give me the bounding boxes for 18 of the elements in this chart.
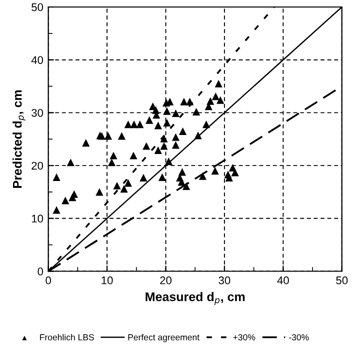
x-axis-title: Measured d$_{p}$, cm bbox=[146, 292, 245, 305]
x-tick-label: 50 bbox=[336, 276, 348, 284]
y-tick-label: 10 bbox=[32, 214, 44, 223]
legend-label: Froehlich LBS bbox=[40, 334, 94, 340]
x-tick-label: 20 bbox=[160, 276, 172, 284]
y-tick-label: 40 bbox=[31, 56, 44, 64]
x-tick-label: 40 bbox=[277, 276, 289, 284]
x-tick-label: 30 bbox=[218, 276, 230, 284]
legend-label: Perfect agreement bbox=[128, 334, 200, 342]
x-tick-label: 10 bbox=[102, 276, 113, 284]
x-tick-label: 0 bbox=[46, 276, 51, 284]
y-tick-label: 50 bbox=[32, 3, 44, 12]
legend-label: +30% bbox=[233, 334, 256, 340]
y-tick-label: 0 bbox=[38, 268, 44, 276]
y-axis-title: Predicted d$_{p}$, cm bbox=[12, 90, 26, 188]
legend-label: -30% bbox=[289, 334, 309, 340]
y-tick-label: 30 bbox=[32, 108, 44, 117]
y-tick-label: 20 bbox=[32, 162, 44, 170]
